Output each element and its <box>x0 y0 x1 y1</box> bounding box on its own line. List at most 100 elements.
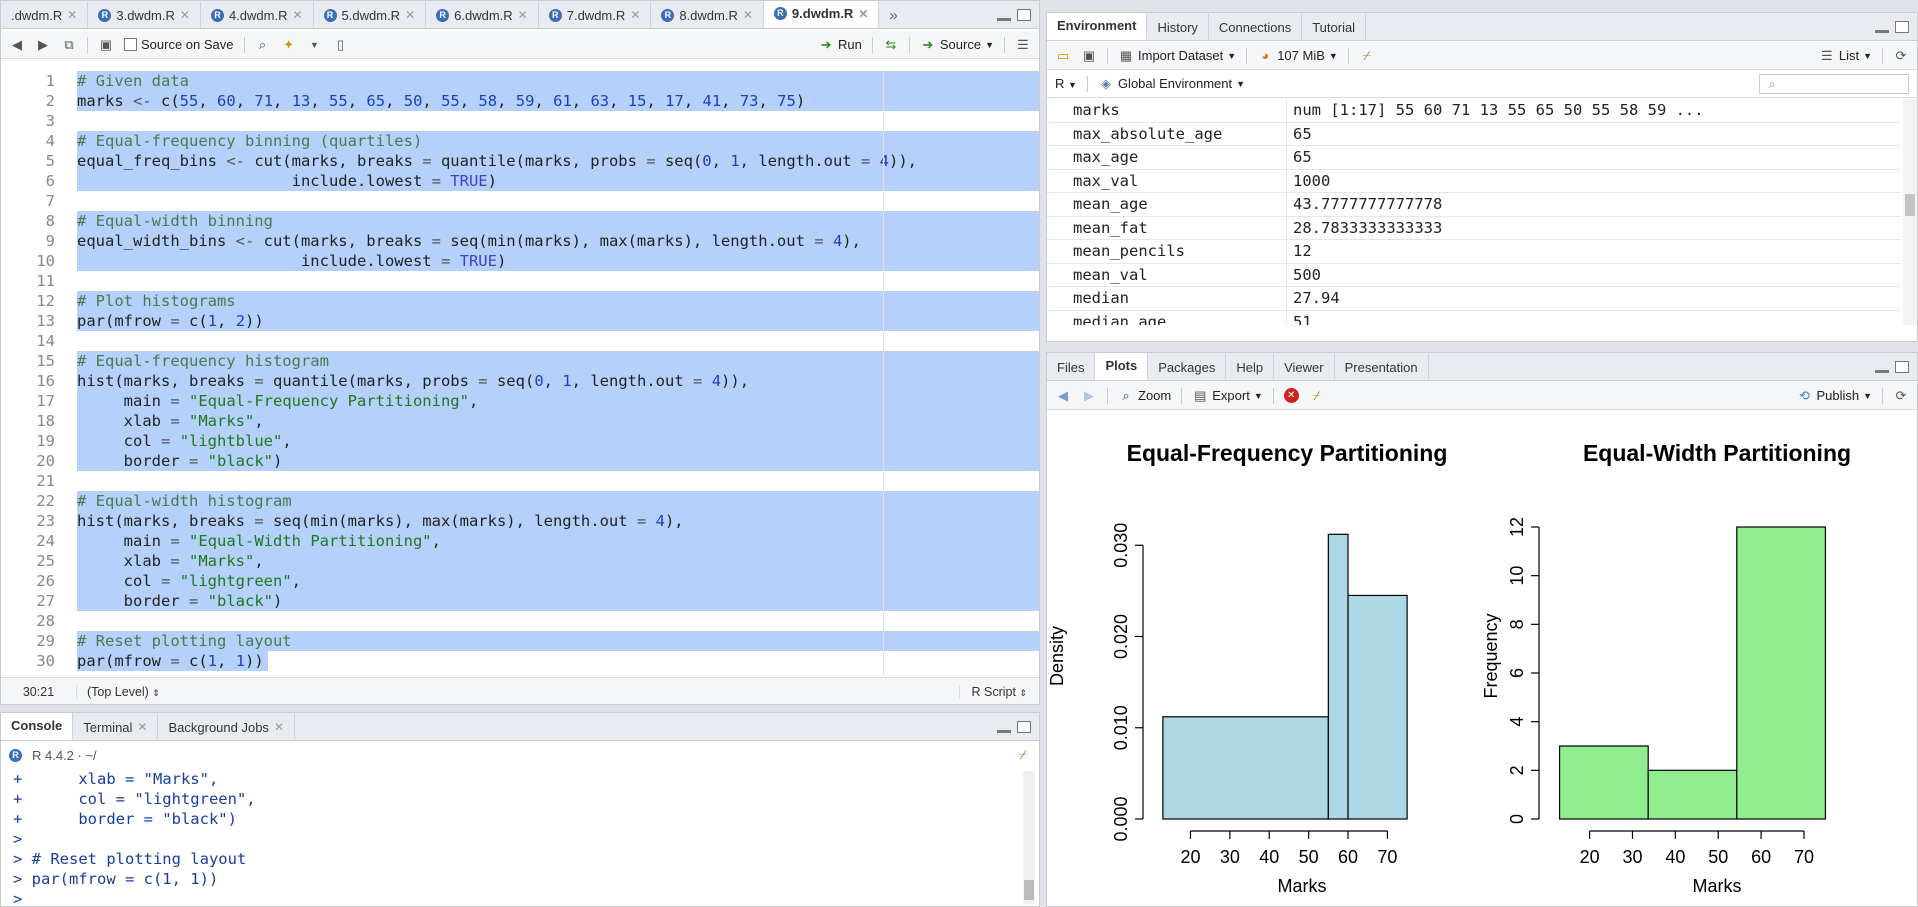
code-line[interactable]: 16 hist(marks, breaks = quantile(marks, p… <box>1 371 1039 391</box>
code-line[interactable]: 1 # Given data <box>1 71 1039 91</box>
close-tab-icon[interactable]: ✕ <box>405 8 416 22</box>
close-tab-icon[interactable]: ✕ <box>67 8 78 22</box>
scope-dropdown[interactable]: ◈ Global Environment ▼ <box>1098 76 1245 92</box>
maximize-icon[interactable] <box>1895 21 1909 33</box>
code-line[interactable]: 25 xlab = "Marks", <box>1 551 1039 571</box>
plots-tab[interactable]: Plots <box>1095 353 1149 380</box>
env-variable-row[interactable]: max_age 65 <box>1047 146 1901 170</box>
list-view-button[interactable]: ☰ List ▼ <box>1819 48 1872 64</box>
source-on-save-checkbox[interactable]: Source on Save <box>124 37 234 52</box>
chevron-down-icon[interactable]: ▼ <box>985 39 994 50</box>
code-line[interactable]: 30 par(mfrow = c(1, 1)) <box>1 651 1039 671</box>
back-arrow-icon[interactable]: ◀ <box>12 36 22 52</box>
plots-tab[interactable]: Viewer <box>1274 354 1335 380</box>
env-variable-row[interactable]: mean_val 500 <box>1047 263 1901 287</box>
code-line[interactable]: 7 <box>1 191 1039 211</box>
code-line[interactable]: 22 # Equal-width histogram <box>1 491 1039 511</box>
refresh-icon[interactable]: ⟳ <box>1895 47 1907 63</box>
plots-tab[interactable]: Packages <box>1148 354 1227 380</box>
env-variable-row[interactable]: mean_age 43.7777777777778 <box>1047 193 1901 217</box>
run-button[interactable]: ➜ Run <box>818 37 862 53</box>
code-line[interactable]: 4 # Equal-frequency binning (quartiles) <box>1 131 1039 151</box>
code-line[interactable]: 13 par(mfrow = c(1, 2)) <box>1 311 1039 331</box>
editor-tab[interactable]: R 5.dwdm.R ✕ <box>314 2 427 28</box>
code-line[interactable]: 14 <box>1 331 1039 351</box>
maximize-icon[interactable] <box>1017 721 1031 733</box>
editor-tab[interactable]: R 7.dwdm.R ✕ <box>539 2 652 28</box>
scope-selector[interactable]: (Top Level) ⇕ <box>77 685 160 699</box>
checkbox-box[interactable] <box>124 38 137 51</box>
open-folder-icon[interactable]: ▭ <box>1056 47 1070 63</box>
close-tab-icon[interactable]: ✕ <box>630 8 641 22</box>
env-variable-row[interactable]: marks num [1:17] 55 60 71 13 55 65 50 55 … <box>1047 99 1901 123</box>
code-line[interactable]: 17 main = "Equal-Frequency Partitioning"… <box>1 391 1039 411</box>
show-in-window-icon[interactable]: ⧉ <box>64 36 74 52</box>
code-line[interactable]: 11 <box>1 271 1039 291</box>
editor-tab[interactable]: R 4.dwdm.R ✕ <box>201 2 314 28</box>
env-variable-row[interactable]: median_age 51 <box>1047 310 1901 325</box>
env-variable-row[interactable]: mean_fat 28.7833333333333 <box>1047 216 1901 240</box>
outline-icon[interactable]: ☰ <box>1017 36 1029 52</box>
console-output[interactable]: + xlab = "Marks", + col = "lightgreen", + … <box>1 769 1019 906</box>
code-line[interactable]: 28 <box>1 611 1039 631</box>
save-icon[interactable]: ▣ <box>99 36 113 52</box>
close-tab-icon[interactable]: ✕ <box>273 720 284 734</box>
code-line[interactable]: 12 # Plot histograms <box>1 291 1039 311</box>
language-selector[interactable]: R ▼ <box>1055 76 1077 91</box>
minimize-icon[interactable] <box>1875 370 1889 373</box>
remove-plot-icon[interactable]: ✕ <box>1283 388 1299 403</box>
close-tab-icon[interactable]: ✕ <box>179 8 190 22</box>
editor-tab[interactable]: R 6.dwdm.R ✕ <box>426 2 539 28</box>
maximize-icon[interactable] <box>1895 361 1909 373</box>
code-line[interactable]: 3 <box>1 111 1039 131</box>
source-button[interactable]: ➜ Source ▼ <box>920 37 994 53</box>
code-line[interactable]: 8 # Equal-width binning <box>1 211 1039 231</box>
code-line[interactable]: 27 border = "black") <box>1 591 1039 611</box>
editor-tab[interactable]: R 3.dwdm.R ✕ <box>88 2 201 28</box>
rerun-icon[interactable]: ⇆ <box>885 36 897 52</box>
close-tab-icon[interactable]: ✕ <box>137 720 148 734</box>
env-variable-row[interactable]: max_val 1000 <box>1047 169 1901 193</box>
minimize-icon[interactable] <box>997 18 1011 21</box>
publish-button[interactable]: ⟲ Publish ▼ <box>1796 388 1872 404</box>
close-tab-icon[interactable]: ✕ <box>858 6 869 21</box>
env-search-input[interactable]: ⌕ <box>1759 73 1909 94</box>
console-scrollbar[interactable] <box>1023 771 1035 904</box>
plots-tab[interactable]: Presentation <box>1335 354 1429 380</box>
save-icon[interactable]: ▣ <box>1082 47 1096 63</box>
env-tab[interactable]: History <box>1147 14 1209 40</box>
memory-usage-button[interactable]: ◕ 107 MiB ▼ <box>1257 48 1338 64</box>
console-tab[interactable]: Console <box>1 713 74 740</box>
code-line[interactable]: 21 <box>1 471 1039 491</box>
forward-arrow-icon[interactable]: ▶ <box>38 36 48 52</box>
code-line[interactable]: 10 include.lowest = TRUE) <box>1 251 1039 271</box>
env-variable-row[interactable]: mean_pencils 12 <box>1047 240 1901 264</box>
code-line[interactable]: 20 border = "black") <box>1 451 1039 471</box>
code-line[interactable]: 19 col = "lightblue", <box>1 431 1039 451</box>
file-type-selector[interactable]: R Script ⇕ <box>958 685 1039 699</box>
editor-tab[interactable]: R 9.dwdm.R ✕ <box>763 1 880 28</box>
env-variable-list[interactable]: marks num [1:17] 55 60 71 13 55 65 50 55 … <box>1047 99 1901 325</box>
magic-wand-icon[interactable]: ✦ <box>283 36 294 52</box>
scrollbar-thumb[interactable] <box>1905 194 1915 216</box>
export-button[interactable]: ▤ Export ▼ <box>1192 388 1263 404</box>
import-dataset-button[interactable]: ▦ Import Dataset ▼ <box>1118 48 1236 64</box>
broom-icon[interactable]: ⌿ <box>1312 387 1321 403</box>
console-tab[interactable]: Background Jobs ✕ <box>158 714 295 740</box>
env-tab[interactable]: Environment <box>1047 13 1148 40</box>
search-icon[interactable]: ⌕ <box>258 36 267 52</box>
env-tab[interactable]: Connections <box>1209 14 1303 40</box>
code-line[interactable]: 9 equal_width_bins <- cut(marks, breaks =… <box>1 231 1039 251</box>
broom-icon[interactable]: ⌿ <box>1019 747 1027 762</box>
env-scrollbar[interactable] <box>1903 99 1917 325</box>
minimize-icon[interactable] <box>1875 30 1889 33</box>
broom-icon[interactable]: ⌿ <box>1362 47 1371 63</box>
refresh-icon[interactable]: ⟳ <box>1895 387 1907 403</box>
scrollbar-thumb[interactable] <box>1024 880 1034 900</box>
chevron-down-icon[interactable]: ▼ <box>310 39 319 50</box>
code-line[interactable]: 15 # Equal-frequency histogram <box>1 351 1039 371</box>
close-tab-icon[interactable]: ✕ <box>742 8 753 22</box>
close-tab-icon[interactable]: ✕ <box>292 8 303 22</box>
code-line[interactable]: 24 main = "Equal-Width Partitioning", <box>1 531 1039 551</box>
close-tab-icon[interactable]: ✕ <box>517 8 528 22</box>
